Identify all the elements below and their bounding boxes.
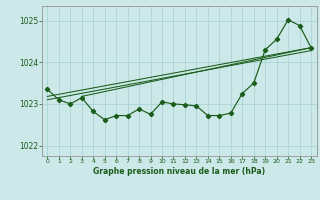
X-axis label: Graphe pression niveau de la mer (hPa): Graphe pression niveau de la mer (hPa) xyxy=(93,167,265,176)
